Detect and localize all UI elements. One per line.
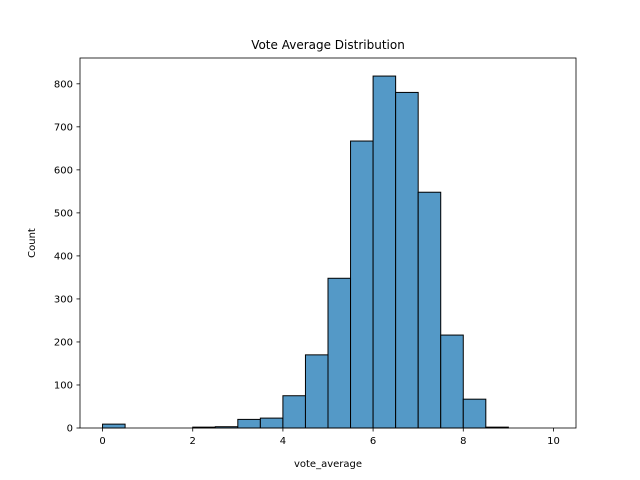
chart-title: Vote Average Distribution <box>251 38 405 52</box>
y-tick-label: 300 <box>54 294 73 305</box>
histogram-bar <box>282 395 306 429</box>
y-tick-label: 0 <box>67 424 73 435</box>
y-tick-label: 100 <box>54 380 73 391</box>
histogram-bar <box>417 191 442 429</box>
x-axis-label: vote_average <box>294 459 362 470</box>
x-tick-label: 10 <box>547 436 560 447</box>
x-tick-label: 6 <box>370 436 376 447</box>
y-tick-label: 400 <box>54 251 73 262</box>
x-tick-label: 8 <box>460 436 466 447</box>
y-tick-label: 700 <box>54 122 73 133</box>
histogram-bar <box>237 418 261 429</box>
histogram-bar <box>440 334 464 429</box>
y-tick-label: 200 <box>54 337 73 348</box>
y-axis-ticks: 0 100 200 300 400 500 600 700 800 <box>54 79 80 435</box>
histogram-bar <box>462 398 487 429</box>
x-axis-ticks: 0 2 4 6 8 10 <box>99 428 560 447</box>
histogram-bars <box>102 75 509 429</box>
y-tick-label: 500 <box>54 208 73 219</box>
histogram-bar <box>350 140 374 429</box>
histogram-bar <box>304 354 329 429</box>
histogram-bar <box>327 277 352 429</box>
x-tick-label: 4 <box>280 436 286 447</box>
x-tick-label: 0 <box>99 436 105 447</box>
histogram-bar <box>372 75 397 429</box>
y-tick-label: 800 <box>54 79 73 90</box>
x-tick-label: 2 <box>190 436 196 447</box>
histogram-bar <box>102 423 126 429</box>
plot-frame <box>79 57 577 429</box>
y-axis-label: Count <box>27 228 38 258</box>
histogram-bar <box>395 91 419 429</box>
histogram-bar <box>259 417 284 429</box>
y-tick-label: 600 <box>54 165 73 176</box>
